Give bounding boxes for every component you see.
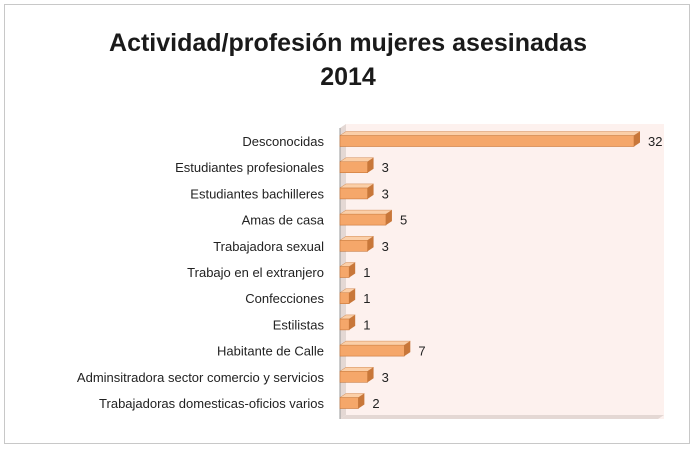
category-label: Estudiantes bachilleres (190, 186, 324, 201)
bar-face (340, 214, 386, 225)
data-label: 5 (400, 213, 407, 228)
data-label: 1 (363, 317, 370, 332)
bar-face (340, 293, 349, 304)
bar-3 (340, 210, 392, 225)
bar-9 (340, 367, 374, 382)
data-label: 1 (363, 291, 370, 306)
category-label: Desconocidas (242, 134, 324, 149)
bar-face (340, 240, 368, 251)
category-label: Adminsitradora sector comercio y servici… (77, 370, 325, 385)
bar-face (340, 162, 368, 173)
category-label: Amas de casa (242, 213, 325, 228)
category-label: Habitante de Calle (217, 344, 324, 359)
plot-background (346, 124, 664, 419)
category-label: Estudiantes profesionales (175, 160, 324, 175)
bar-top (340, 341, 410, 345)
data-label: 3 (382, 370, 389, 385)
data-label: 32 (648, 134, 662, 149)
category-label: Trabajadoras domesticas-oficios varios (99, 396, 324, 411)
data-label: 1 (363, 265, 370, 280)
bar-1 (340, 158, 374, 173)
bar-face (340, 345, 404, 356)
bar-4 (340, 236, 374, 251)
bar-top (340, 210, 392, 214)
data-label: 3 (382, 160, 389, 175)
category-label: Trabajo en el extranjero (187, 265, 324, 280)
bar-face (340, 319, 349, 330)
data-label: 3 (382, 239, 389, 254)
bar-face (340, 398, 358, 409)
data-label: 2 (372, 396, 379, 411)
category-labels: Desconocidas Estudiantes profesionales Est… (77, 134, 325, 411)
bar-face (340, 136, 634, 147)
category-label: Estilistas (273, 317, 325, 332)
bar-0 (340, 132, 640, 147)
data-label: 7 (418, 344, 425, 359)
category-label: Confecciones (245, 291, 324, 306)
bar-face (340, 267, 349, 278)
bar-8 (340, 341, 410, 356)
data-label: 3 (382, 186, 389, 201)
bar-10 (340, 394, 364, 409)
bar-face (340, 188, 368, 199)
bar-2 (340, 184, 374, 199)
plot-floor (340, 415, 664, 419)
category-label: Trabajadora sexual (213, 239, 324, 254)
bar-top (340, 132, 640, 136)
bar-face (340, 371, 368, 382)
